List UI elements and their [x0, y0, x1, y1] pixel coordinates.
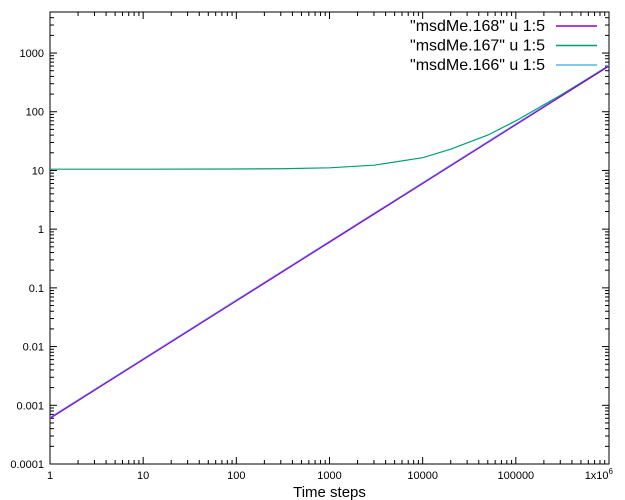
x-tick-label: 10	[137, 470, 149, 482]
legend-label: "msdMe.168" u 1:5	[410, 18, 545, 35]
y-tick-label: 0.01	[23, 342, 44, 354]
plot-frame	[49, 11, 610, 465]
x-tick-label: 1000	[317, 470, 341, 482]
series-line-2	[50, 65, 610, 170]
y-tick-label: 1000	[20, 48, 44, 60]
axis-ticks	[49, 11, 610, 465]
x-tick-label: 1	[47, 470, 53, 482]
series-lines	[49, 64, 610, 419]
axis-tick-labels: 1 10 100 1000 10000 100000 1x106 0.0001 0.001 0.0…	[10, 48, 613, 482]
y-tick-label: 100	[26, 107, 44, 119]
x-tick-label-exponent: 6	[609, 467, 614, 476]
legend-label: "msdMe.166" u 1:5	[410, 57, 545, 74]
series-line-3	[49, 64, 610, 418]
series-line-1	[49, 65, 610, 419]
x-tick-label: 10000	[407, 470, 438, 482]
y-tick-label: 0.0001	[10, 459, 44, 471]
x-tick-label: 1x106	[585, 467, 614, 482]
y-tick-label: 1	[38, 224, 44, 236]
x-tick-label: 100000	[497, 470, 534, 482]
x-axis-title: Time steps	[293, 484, 366, 500]
y-tick-label: 0.001	[16, 400, 44, 412]
y-tick-label: 10	[32, 165, 44, 177]
x-tick-label: 100	[227, 470, 245, 482]
y-tick-label: 0.1	[29, 283, 44, 295]
legend: "msdMe.168" u 1:5 "msdMe.167" u 1:5 "msdMe…	[410, 18, 597, 74]
legend-label: "msdMe.167" u 1:5	[410, 38, 545, 55]
